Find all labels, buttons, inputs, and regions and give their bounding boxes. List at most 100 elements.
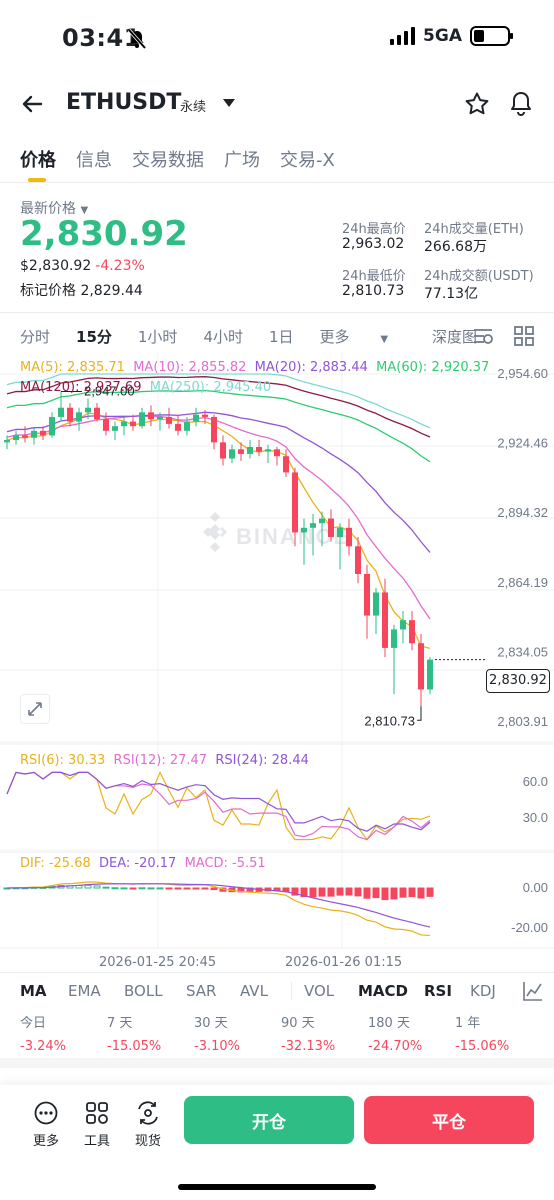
ind-ema[interactable]: EMA (68, 982, 101, 1000)
signal-icon (390, 27, 416, 45)
perf-today: 今日 -3.24% (20, 1016, 66, 1054)
ind-macd[interactable]: MACD (358, 982, 408, 1000)
candle-body (103, 419, 109, 431)
ind-rsi[interactable]: RSI (424, 982, 452, 1000)
tab-trade-x[interactable]: 交易-X (280, 150, 335, 171)
ma250-label: MA(250): 2,945.40 (149, 380, 272, 395)
rsi-line (6, 771, 431, 832)
interval-15m[interactable]: 15分 (76, 328, 112, 346)
candle-body (364, 573, 370, 616)
depth-chart-tab[interactable]: 深度图 (432, 328, 478, 346)
macd-bar (183, 887, 191, 890)
candle-body (157, 416, 163, 420)
symbol-title[interactable]: ETHUSDT (66, 90, 182, 115)
rsi12-label: RSI(12): 27.47 (113, 753, 208, 768)
ind-sar[interactable]: SAR (186, 982, 217, 1000)
candle-body (373, 592, 379, 616)
macd-bar (309, 887, 317, 898)
close-position-button[interactable]: 平仓 (364, 1096, 534, 1144)
tab-square[interactable]: 广场 (224, 150, 260, 171)
rsi-tick: 30.0 (523, 810, 548, 825)
more-icon (34, 1101, 58, 1125)
macd-bar (300, 887, 308, 898)
price-tick: 2,924.46 (497, 436, 548, 451)
mark-price-value: 2,829.44 (80, 283, 143, 299)
candle-body (76, 412, 82, 422)
price-usd: $2,830.92 (20, 258, 92, 274)
macd-bar (129, 887, 137, 890)
macd-tick: -20.00 (511, 920, 548, 935)
interval-1h[interactable]: 1小时 (137, 328, 178, 346)
dif-label: DIF: -25.68 (20, 856, 91, 871)
macd-bar (372, 887, 380, 899)
candle-body (418, 643, 424, 690)
high-marker: 2,947.00 (84, 384, 135, 399)
candle-body (355, 546, 361, 574)
indicator-settings-icon[interactable] (522, 980, 544, 1002)
ind-vol[interactable]: VOL (304, 982, 335, 1000)
interval-more[interactable]: 更多 ▼ (319, 328, 389, 346)
tab-trading-data[interactable]: 交易数据 (132, 150, 204, 171)
macd-panel: 0.00 -20.00 (3, 880, 548, 937)
rsi-tick: 60.0 (523, 774, 548, 789)
price-change: -4.23% (95, 258, 145, 274)
last-price: 2,830.92 (20, 214, 188, 254)
ma-line (6, 373, 431, 429)
candle-body (166, 416, 172, 424)
candle-body (139, 412, 145, 427)
ind-kdj[interactable]: KDJ (470, 982, 496, 1000)
macd-bar (120, 887, 128, 890)
bell-icon[interactable] (508, 90, 534, 118)
back-arrow-icon[interactable] (20, 92, 44, 116)
high-value: 2,963.02 (342, 236, 405, 252)
macd-bar (345, 887, 353, 896)
open-position-button[interactable]: 开仓 (184, 1096, 354, 1144)
candle-body (40, 430, 46, 436)
macd-bar (156, 887, 164, 890)
ind-boll[interactable]: BOLL (124, 982, 163, 1000)
candle-body (310, 523, 316, 528)
tools-button[interactable]: 工具 (77, 1100, 117, 1149)
status-time: 03:41 (62, 24, 141, 52)
ind-ma[interactable]: MA (20, 982, 47, 1000)
caret-down-icon[interactable] (222, 97, 236, 109)
macd-bar (327, 887, 335, 897)
macd-bar (84, 884, 92, 889)
ma10-label: MA(10): 2,855.82 (133, 360, 247, 375)
candle-body (202, 414, 208, 417)
bell-muted-icon (127, 28, 147, 50)
perf-30d: 30 天 -3.10% (194, 1016, 240, 1054)
ma-line (6, 376, 431, 438)
perf-90d: 90 天 -32.13% (281, 1016, 336, 1054)
interval-1d[interactable]: 1日 (268, 328, 294, 346)
candle-body (31, 430, 37, 438)
price-divider (0, 312, 554, 313)
kline-chart[interactable]: BINANCE 2,954.602,924.462,894.322,864.19… (0, 352, 554, 972)
tabs-divider (0, 182, 554, 183)
price-tick: 2,864.19 (497, 575, 548, 590)
more-button[interactable]: 更多 (26, 1100, 66, 1149)
ma-legend: MA(5): 2,835.71 MA(10): 2,855.82 MA(20):… (20, 360, 540, 375)
interval-4h[interactable]: 4小时 (203, 328, 243, 346)
rsi-panel: 60.0 30.0 (6, 770, 548, 841)
chart-settings-icon[interactable] (472, 326, 494, 346)
candle-body (247, 446, 253, 454)
contract-type[interactable]: 永续 (180, 100, 207, 115)
grid-layout-icon[interactable] (514, 326, 534, 346)
macd-bar (318, 887, 326, 897)
ma-legend-2: MA(120): 2,937.69 MA(250): 2,945.40 (20, 380, 271, 395)
price-tick: 2,834.05 (497, 644, 548, 659)
tab-info[interactable]: 信息 (76, 150, 112, 171)
interval-line[interactable]: 分时 (20, 328, 51, 346)
time-tick-1: 2026-01-26 01:15 (285, 955, 403, 970)
star-icon[interactable] (464, 91, 490, 117)
macd-bar (381, 887, 389, 901)
tab-price[interactable]: 价格 (20, 146, 56, 182)
candle-body (346, 527, 352, 547)
ma120-label: MA(120): 2,937.69 (20, 380, 142, 395)
candle-body (319, 518, 325, 524)
spot-button[interactable]: 现货 (128, 1100, 168, 1149)
last-price-label[interactable]: 最新价格 ▼ (20, 201, 89, 217)
ind-avl[interactable]: AVL (240, 982, 292, 1000)
fullscreen-button[interactable] (20, 694, 50, 724)
